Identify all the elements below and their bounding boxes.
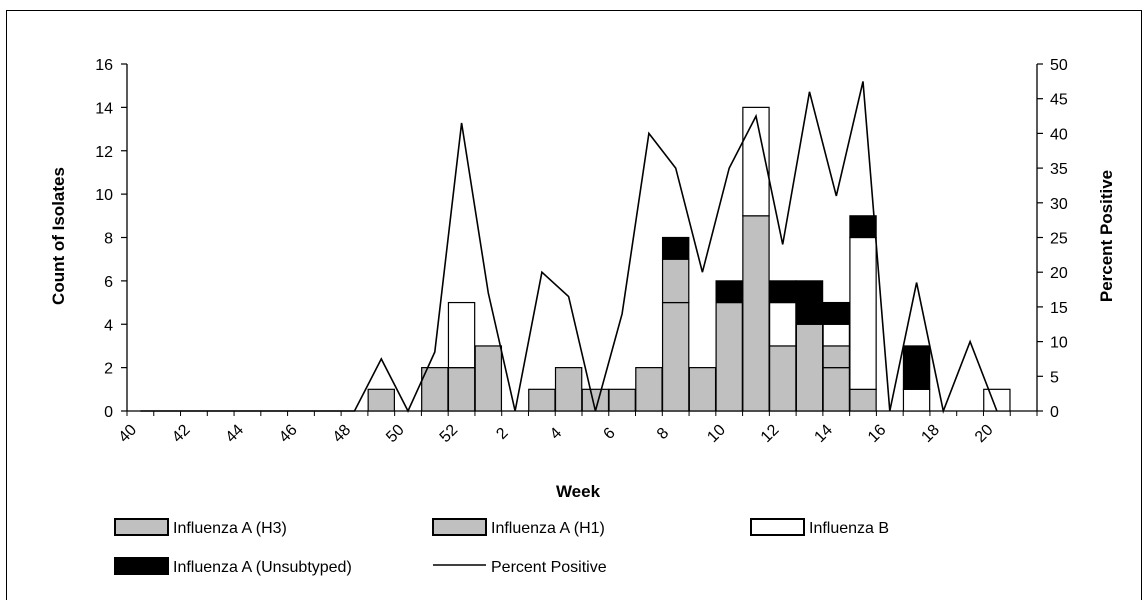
x-tick-label: 18 (918, 421, 943, 446)
bar-segment (554, 367, 583, 412)
bar-segment (849, 236, 877, 390)
x-tick-label: 12 (758, 421, 783, 446)
bar-segment (849, 215, 877, 239)
y2-tick-label: 10 (1050, 335, 1068, 352)
x-tick-label: 42 (169, 421, 194, 446)
y-tick-label: 12 (95, 144, 113, 161)
percent-positive-line (140, 81, 998, 414)
y-tick-label: 6 (104, 274, 113, 291)
bar-segment (715, 301, 743, 412)
x-tick-label: 44 (223, 421, 248, 446)
legend-label: Percent Positive (491, 559, 607, 576)
bar-segment (902, 388, 931, 412)
bar-segment (822, 345, 850, 369)
x-tick-label: 14 (811, 421, 836, 446)
x-tick-label: 46 (276, 421, 301, 446)
legend-item: Influenza A (H3) (114, 518, 287, 537)
bar-segment (822, 367, 850, 412)
x-tick-label: 40 (116, 421, 141, 446)
chart-frame (6, 10, 1142, 600)
bar-segment (983, 388, 1011, 412)
x-tick-label: 16 (865, 421, 890, 446)
bar-segment (474, 345, 503, 412)
legend-item: Influenza A (Unsubtyped) (114, 557, 352, 576)
bar-segment (688, 367, 717, 412)
bar-segment (769, 301, 797, 347)
bar-segment (528, 388, 556, 412)
bar-segment (447, 367, 476, 412)
x-tick-label: 48 (330, 421, 355, 446)
legend-swatch (750, 518, 805, 536)
legend-swatch (114, 518, 169, 536)
bar-segment (367, 388, 395, 412)
x-tick-label: 50 (383, 421, 408, 446)
x-tick-label: 10 (704, 421, 729, 446)
y-tick-label: 8 (104, 231, 113, 248)
bar-segment (822, 323, 850, 347)
legend-item: Influenza A (H1) (432, 518, 605, 537)
legend-label: Influenza A (H1) (491, 520, 605, 537)
y2-axis-title: Percent Positive (1097, 170, 1116, 302)
y2-tick-label: 20 (1050, 265, 1068, 282)
bar-segment (849, 388, 877, 412)
x-tick-label: 6 (600, 425, 618, 443)
bar-segment (769, 345, 797, 412)
bar-segment (447, 301, 476, 369)
bar-segment (635, 367, 663, 412)
bar-segment (742, 215, 770, 412)
legend: Influenza A (H3) Influenza A (H1) Influenz… (114, 518, 889, 576)
y-tick-label: 4 (104, 317, 113, 334)
bar-segment (608, 388, 636, 412)
y-tick-label: 2 (104, 361, 113, 378)
x-axis-title: Week (556, 482, 601, 501)
bar-segment (795, 280, 824, 325)
y2-tick-label: 45 (1050, 92, 1068, 109)
x-tick-label: 52 (437, 421, 462, 446)
x-tick-label: 20 (972, 421, 997, 446)
y2-tick-label: 0 (1050, 404, 1059, 421)
y-tick-label: 10 (95, 187, 113, 204)
y2-tick-label: 5 (1050, 369, 1059, 386)
bar-segment (661, 301, 690, 412)
y2-tick-label: 15 (1050, 300, 1068, 317)
bar-segment (715, 280, 743, 304)
legend-item: Percent Positive (433, 559, 607, 576)
y-tick-label: 0 (104, 404, 113, 421)
y2-tick-label: 40 (1050, 126, 1068, 143)
bar-segment (421, 367, 449, 412)
bar-segment (661, 258, 690, 304)
legend-swatch (114, 557, 169, 575)
y-tick-label: 14 (95, 100, 113, 117)
y2-tick-label: 50 (1050, 57, 1068, 74)
legend-label: Influenza A (Unsubtyped) (173, 559, 352, 576)
bar-segment (661, 236, 690, 260)
legend-label: Influenza A (H3) (173, 520, 287, 537)
y2-tick-label: 35 (1050, 161, 1068, 178)
legend-item: Influenza B (750, 518, 889, 537)
x-tick-label: 4 (547, 425, 565, 443)
bar-segment (902, 345, 931, 390)
bar-segment (822, 301, 850, 325)
legend-swatch (432, 518, 487, 536)
y2-tick-label: 25 (1050, 231, 1068, 248)
y-axis-title: Count of Isolates (49, 167, 68, 305)
bar-segment (795, 323, 824, 412)
y-tick-label: 16 (95, 57, 113, 74)
x-tick-label: 2 (493, 425, 511, 443)
x-tick-label: 8 (654, 425, 672, 443)
bar-segment (769, 280, 797, 304)
y2-tick-label: 30 (1050, 196, 1068, 213)
legend-label: Influenza B (809, 520, 889, 537)
